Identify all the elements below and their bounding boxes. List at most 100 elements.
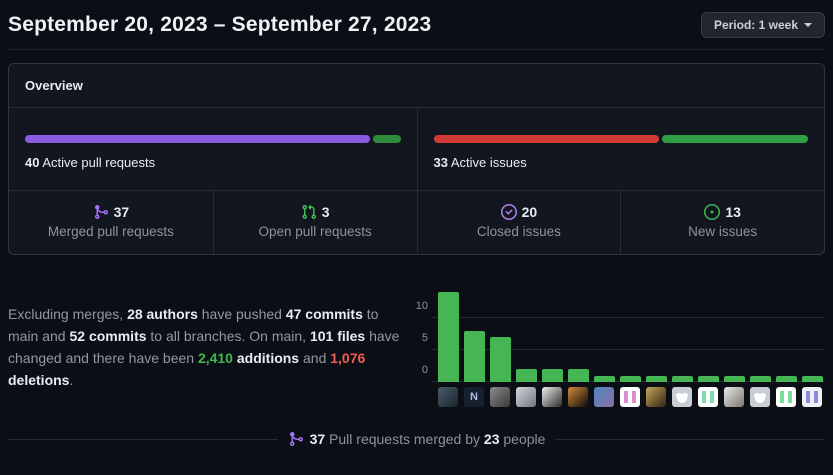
overview-panel: Overview 40 Active pull requests 33 Acti… [8,63,825,255]
issue-opened-icon [704,204,721,220]
y-tick-label: 10 [415,300,428,312]
commit-count-bar [516,369,537,382]
issues-progress-bar [433,135,808,143]
summary-link[interactable]: deletions [8,372,70,388]
stat-value: 20 [521,204,538,220]
stat-value-row: 13 [629,204,816,220]
commit-count-bar [438,292,459,382]
merged-by-count: 23 [483,431,500,447]
active-issues-label: 33 Active issues [433,155,527,170]
commit-count-bar [620,375,641,382]
commit-count-bar [542,369,563,382]
main-content-row: Excluding merges, 28 authors have pushed… [8,285,825,407]
summary-link[interactable]: 2,410 [197,350,233,366]
identicon-pattern [624,391,636,403]
stat-closed-issues[interactable]: 20 Closed issues [416,191,621,254]
commit-count-bar [594,375,615,382]
author-avatar[interactable] [568,387,588,407]
pull-requests-progress-bar [25,135,401,143]
summary-paragraph: Excluding merges, 28 authors have pushed… [8,303,410,407]
author-avatar[interactable] [724,387,744,407]
author-avatar[interactable] [490,387,510,407]
summary-text: have changed and there have been [8,328,400,366]
page-header: September 20, 2023 – September 27, 2023 … [8,12,825,38]
summary-text: to main and [8,306,379,344]
author-avatar[interactable] [542,387,562,407]
avatar-letter: N [470,390,478,403]
author-avatar[interactable] [698,387,718,407]
summary-link[interactable]: 1,076 [330,350,366,366]
active-issues-block: 33 Active issues [416,108,825,190]
stat-label: Open pull requests [258,224,372,239]
commits-per-author-chart: 0 5 10 N [412,285,825,407]
activity-meters-row: 40 Active pull requests 33 Active issues [9,108,824,190]
chevron-down-icon [804,23,812,27]
stat-value: 37 [113,204,130,220]
author-avatar[interactable] [672,387,692,407]
commit-count-bar [750,375,771,382]
author-avatar[interactable] [776,387,796,407]
period-dropdown-button[interactable]: Period: 1 week [700,12,825,38]
stat-new-issues[interactable]: 13 New issues [620,191,824,254]
commit-count-bar [490,337,511,382]
summary-text: . [69,372,74,388]
y-tick-label: 5 [421,332,428,344]
commit-count-bar [646,375,667,382]
stat-label: Closed issues [476,224,561,239]
author-avatar[interactable] [750,387,770,407]
stat-open-pull-requests[interactable]: 3 Open pull requests [212,191,417,254]
octocat-icon [677,393,687,403]
active-issues-count: 33 [433,155,448,170]
author-avatars-row: N [438,387,825,407]
author-avatar[interactable] [594,387,614,407]
stat-value-row: 20 [426,204,613,220]
meter-segment-closed [433,135,659,143]
commit-count-bar [568,369,589,382]
octocat-icon [755,393,765,403]
overview-stats-row: 37 Merged pull requests 3 Open pull request… [9,190,824,254]
active-pull-requests-count: 40 [25,155,40,170]
chart-plot-area: 0 5 10 [412,285,825,383]
author-avatar[interactable] [516,387,536,407]
git-merge-icon [289,432,303,447]
gridline-y5 [432,349,825,350]
stat-merged-pull-requests[interactable]: 37 Merged pull requests [9,191,213,254]
meter-segment-merged [25,135,370,143]
identicon-pattern [702,391,714,403]
merged-by-text: 37 Pull requests merged by 23 people [310,431,546,447]
author-avatar[interactable] [646,387,666,407]
page-title: September 20, 2023 – September 27, 2023 [8,13,432,36]
commit-count-bar [724,375,745,382]
meter-segment-open [372,135,401,143]
author-avatar[interactable]: N [464,387,484,407]
git-pull-request-icon [302,204,316,220]
stat-label: New issues [688,224,758,239]
author-avatar[interactable] [438,387,458,407]
commit-count-bar [698,375,719,382]
header-divider [8,49,825,50]
summary-link[interactable]: additions [236,350,300,366]
pulse-page: September 20, 2023 – September 27, 2023 … [0,12,833,447]
y-tick-label: 0 [421,364,428,376]
meter-segment-new [661,135,808,143]
stat-value: 3 [321,204,330,220]
summary-link[interactable]: 28 authors [127,306,198,322]
gridline-y10 [432,317,825,318]
summary-text: Excluding merges, [8,306,128,322]
stat-label: Merged pull requests [47,224,174,239]
merged-by-count: 37 [309,431,326,447]
summary-link[interactable]: 47 commits [285,306,363,322]
git-merge-icon [94,205,108,220]
stat-value-row: 3 [222,204,409,220]
active-pull-requests-block: 40 Active pull requests [9,108,417,190]
summary-link[interactable]: 52 commits [69,328,147,344]
active-pull-requests-label: 40 Active pull requests [25,155,156,170]
merged-by-label: Pull requests merged by [325,431,484,447]
summary-link[interactable]: 101 files [309,328,366,344]
author-avatar[interactable] [802,387,822,407]
overview-panel-header: Overview [9,64,824,108]
overview-heading: Overview [25,78,83,93]
author-avatar[interactable] [620,387,640,407]
summary-text: have pushed [197,306,286,322]
commit-count-bar [776,375,797,382]
